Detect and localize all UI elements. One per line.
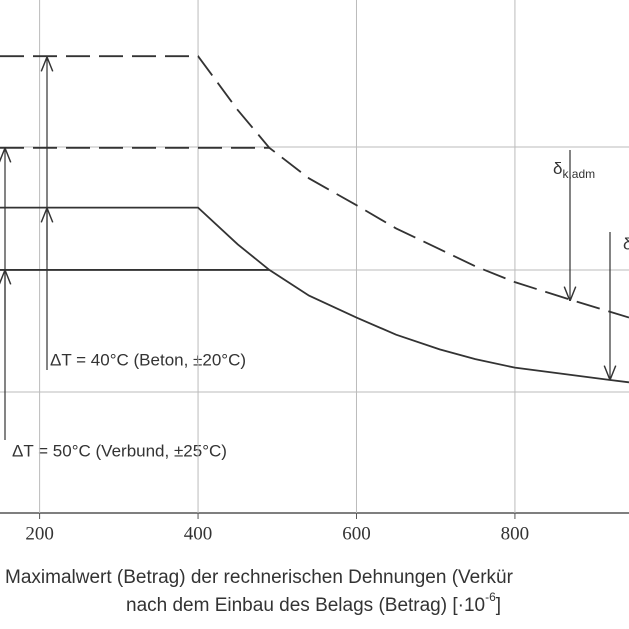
annotation: ΔT = 40°C (Beton, ±20°C) — [50, 350, 246, 369]
x-tick-label: 400 — [184, 523, 213, 544]
x-tick-label: 800 — [501, 523, 530, 544]
x-axis-label: nach dem Einbau des Belags (Betrag) [·10… — [126, 590, 501, 616]
annotation: δ — [623, 234, 629, 253]
x-tick-label: 600 — [342, 523, 371, 544]
x-axis-label-end: ] — [496, 595, 501, 616]
x-axis-label-exp: -6 — [485, 590, 496, 604]
annotation: δk,adm — [553, 159, 595, 181]
annotation-symbol: δ — [553, 159, 562, 178]
annotation-sub: k,adm — [562, 167, 595, 181]
arrows — [5, 57, 610, 440]
x-axis-label: Maximalwert (Betrag) der rechnerischen D… — [5, 567, 514, 588]
x-tick-label: 200 — [25, 523, 54, 544]
x-axis-label-text: nach dem Einbau des Belags (Betrag) [·10 — [126, 595, 485, 616]
annotation: ΔT = 50°C (Verbund, ±25°C) — [12, 441, 227, 460]
series-line — [0, 55, 629, 319]
series-line — [0, 206, 629, 384]
